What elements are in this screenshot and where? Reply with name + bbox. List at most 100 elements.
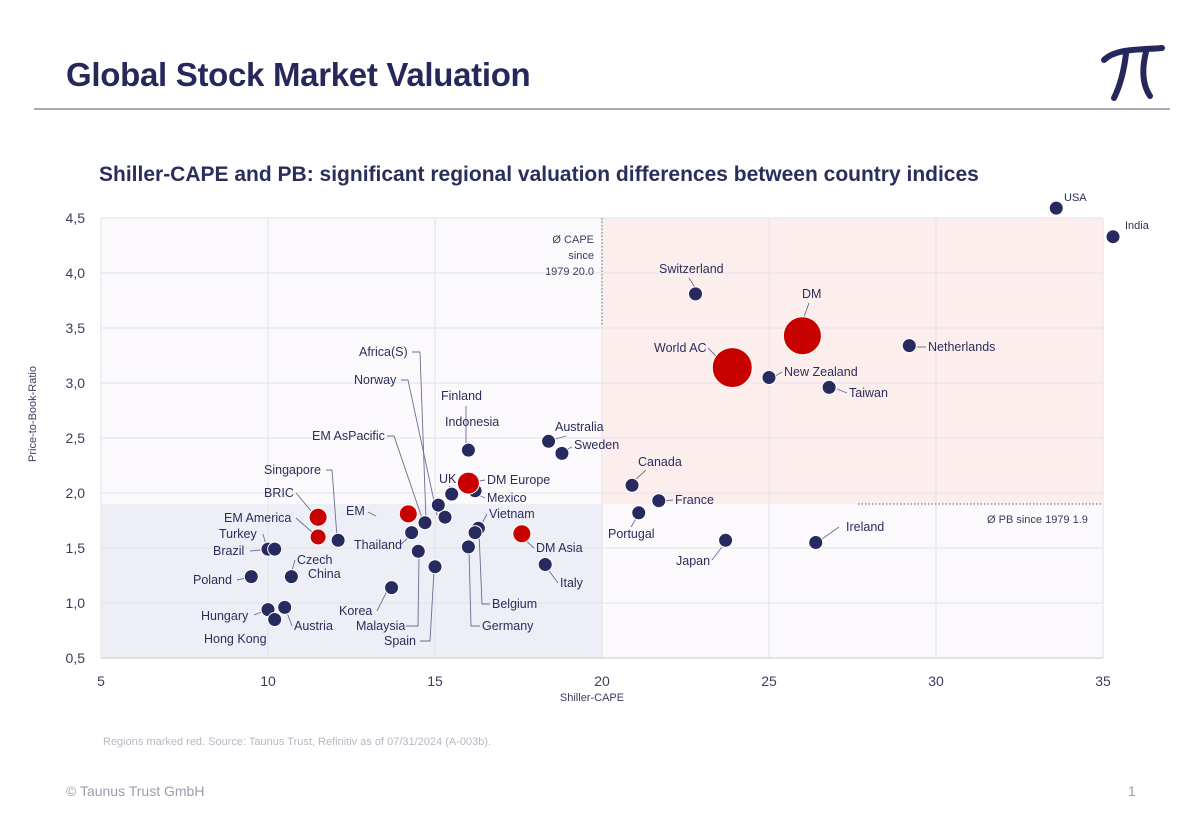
point-label-france: France (675, 493, 714, 507)
point-label-brazil: Brazil (213, 544, 244, 558)
point-india (1105, 229, 1121, 245)
chart-title: Shiller-CAPE and PB: significant regiona… (99, 163, 979, 186)
taunus-trust-pi-logo (1101, 45, 1165, 101)
point-label-belgium: Belgium (492, 597, 537, 611)
x-tick-label: 25 (761, 673, 777, 689)
point-sweden (554, 445, 570, 461)
pb-average-label: Ø PB since 1979 1.9 (987, 514, 1088, 526)
point-singapore (330, 532, 346, 548)
point-label-china: China (308, 567, 341, 581)
x-tick-label: 30 (928, 673, 944, 689)
header-divider (34, 108, 1170, 110)
point-label-sweden: Sweden (574, 438, 619, 452)
point-canada (624, 477, 640, 493)
point-label-taiwan: Taiwan (849, 386, 888, 400)
x-tick-label: 5 (97, 673, 105, 689)
above-average-zone (602, 218, 1103, 504)
leader-line (387, 435, 423, 519)
point-label-singapore: Singapore (264, 463, 321, 477)
point-label-ireland: Ireland (846, 520, 884, 534)
y-tick-label: 4,0 (66, 265, 86, 281)
leader-line (399, 537, 409, 546)
point-label-australia: Australia (555, 420, 604, 434)
y-tick-label: 3,0 (66, 375, 86, 391)
point-em-aspacific (417, 515, 433, 531)
point-label-dm-asia: DM Asia (536, 541, 583, 555)
y-tick-label: 4,5 (66, 210, 86, 226)
y-tick-label: 1,0 (66, 595, 86, 611)
x-axis-title: Shiller-CAPE (560, 692, 624, 704)
point-thailand (404, 525, 420, 541)
leader-line (376, 590, 388, 612)
leader-line (412, 351, 427, 521)
point-label-czech: Czech (297, 553, 332, 567)
point-hong-kong (267, 612, 283, 627)
point-world-ac (711, 347, 753, 389)
point-label-vietnam: Vietnam (489, 507, 535, 521)
point-label-finland: Finland (441, 389, 482, 403)
point-label-norway: Norway (354, 373, 397, 387)
y-tick-label: 2,5 (66, 430, 86, 446)
point-label-mexico: Mexico (487, 491, 527, 505)
point-usa (1048, 200, 1064, 216)
copyright: © Taunus Trust GmbH (66, 783, 205, 799)
x-tick-label: 10 (260, 673, 276, 689)
point-germany (460, 539, 476, 555)
leader-line (836, 388, 848, 394)
leader-line (406, 555, 420, 627)
page-number: 1 (1128, 783, 1136, 799)
point-label-em-america: EM America (224, 511, 291, 525)
y-tick-label: 1,5 (66, 540, 86, 556)
point-label-hong-kong: Hong Kong (204, 632, 267, 646)
point-japan (718, 532, 734, 548)
point-label-uk: UK (439, 472, 457, 486)
point-label-world-ac: World AC (654, 341, 707, 355)
point-netherlands (901, 338, 917, 354)
point-label-turkey: Turkey (219, 527, 257, 541)
point-em (398, 504, 418, 524)
x-tick-label: 20 (594, 673, 610, 689)
point-new-zealand (761, 370, 777, 385)
point-malaysia (410, 543, 426, 559)
cape-average-label: Ø CAPE (552, 234, 594, 246)
leader-line (420, 569, 435, 642)
point-em-america (309, 528, 327, 546)
point-label-switzerland: Switzerland (659, 262, 724, 276)
point-portugal (631, 505, 647, 521)
y-tick-label: 0,5 (66, 650, 86, 666)
point-label-dm: DM (802, 287, 821, 301)
leader-line (821, 526, 840, 540)
point-label-netherlands: Netherlands (928, 340, 995, 354)
point-dm-europe (456, 471, 480, 495)
point-korea (384, 580, 400, 596)
point-indonesia (460, 442, 476, 458)
point-label-malaysia: Malaysia (356, 619, 405, 633)
cape-average-label: since (568, 250, 594, 262)
point-poland (243, 569, 259, 585)
point-label-canada: Canada (638, 455, 682, 469)
source-note: Regions marked red. Source: Taunus Trust… (103, 736, 492, 748)
point-bric (308, 507, 328, 527)
leader-line (295, 492, 313, 513)
point-spain (427, 559, 443, 575)
point-dm-asia (512, 524, 532, 544)
y-tick-label: 3,5 (66, 320, 86, 336)
point-norway (437, 509, 453, 525)
point-china (283, 569, 299, 585)
page-title: Global Stock Market Valuation (66, 56, 531, 93)
point-label-india: India (1125, 220, 1150, 232)
leader-line (401, 379, 438, 516)
point-brazil (267, 541, 283, 557)
point-label-korea: Korea (339, 604, 372, 618)
point-label-japan: Japan (676, 554, 710, 568)
point-australia (541, 433, 557, 449)
point-label-spain: Spain (384, 634, 416, 648)
point-uk (444, 486, 460, 502)
y-axis-title: Price-to-Book-Ratio (27, 366, 39, 462)
point-label-germany: Germany (482, 619, 534, 633)
leader-line (478, 531, 490, 605)
point-label-dm-europe: DM Europe (487, 473, 550, 487)
point-label-em-aspacific: EM AsPacific (312, 429, 385, 443)
point-label-portugal: Portugal (608, 527, 655, 541)
